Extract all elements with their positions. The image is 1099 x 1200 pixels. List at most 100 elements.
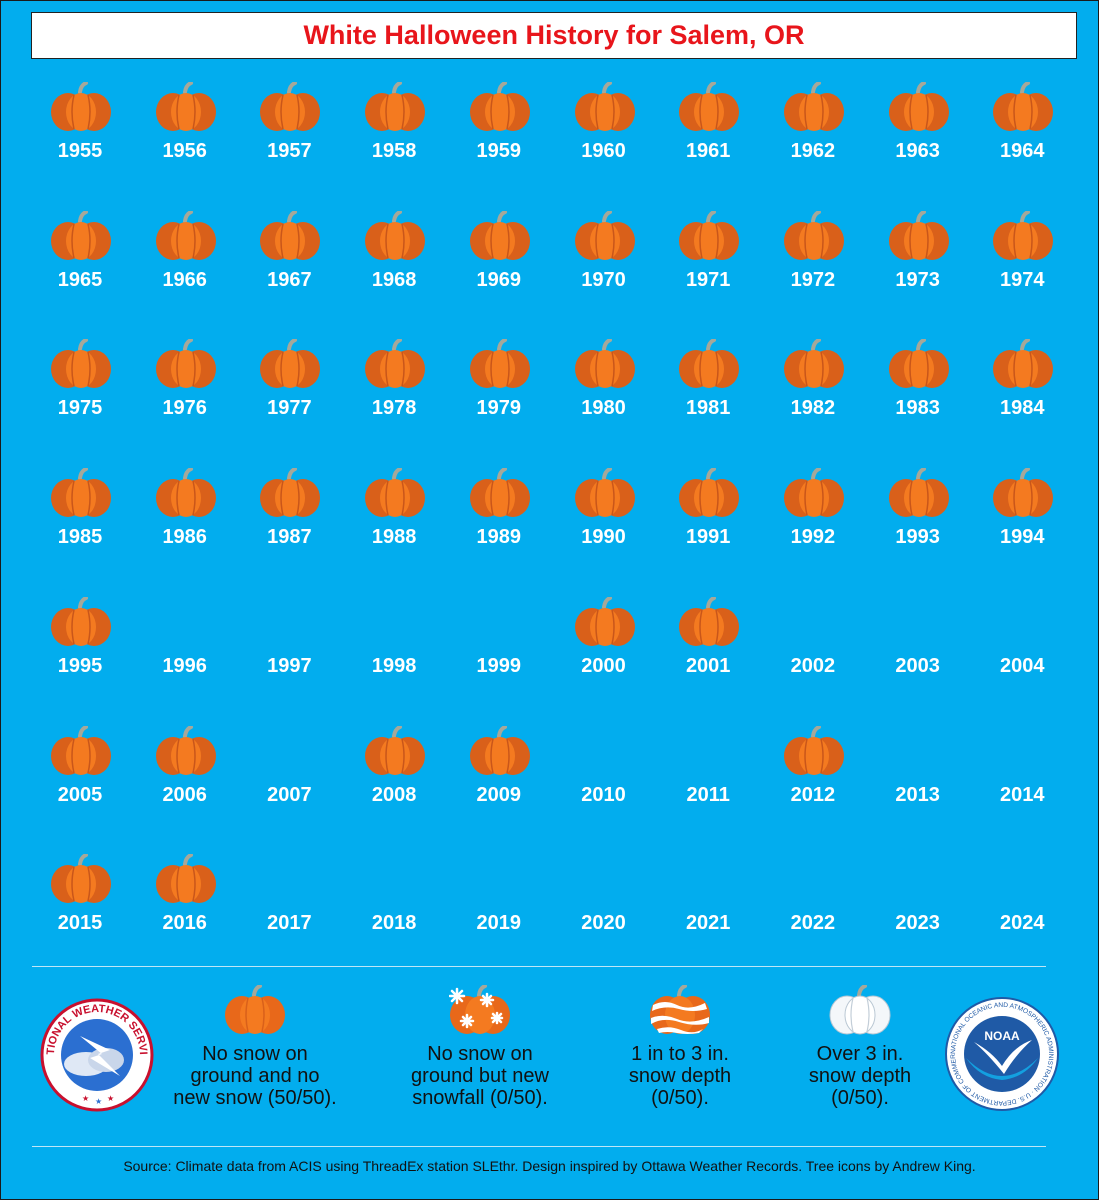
legend-over-3-inches-label: Over 3 in. snow depth (0/50). — [808, 1043, 912, 1109]
year-cell: 1995 — [28, 591, 132, 719]
pumpkin-icon — [364, 209, 426, 261]
pumpkin-icon — [50, 338, 112, 389]
year-label: 1992 — [790, 526, 836, 549]
year-label: 1982 — [790, 397, 836, 420]
pumpkin-icon — [678, 595, 740, 647]
year-cell: 1972 — [761, 205, 865, 333]
svg-text:★: ★ — [107, 1094, 114, 1103]
year-label: 2009 — [476, 783, 522, 806]
year-label: 1955 — [57, 140, 103, 162]
year-label: 1994 — [1000, 526, 1045, 549]
year-label: 1990 — [581, 526, 626, 549]
year-cell: 1971 — [656, 205, 760, 333]
white-pumpkin-icon — [829, 985, 891, 1035]
pumpkin-icon — [992, 467, 1054, 518]
year-cell: 1985 — [28, 462, 132, 590]
pumpkin-icon — [50, 595, 112, 647]
year-cell: 1961 — [656, 76, 760, 204]
year-cell: 2023 — [866, 848, 970, 976]
year-cell: 1990 — [552, 462, 656, 590]
year-cell: 2001 — [656, 591, 760, 719]
year-label: 1966 — [162, 268, 207, 291]
year-label: 1977 — [267, 397, 312, 420]
top-divider — [32, 966, 1046, 967]
pumpkin-icon — [783, 724, 845, 776]
pumpkin-icon — [469, 724, 531, 776]
year-cell: 1962 — [761, 76, 865, 204]
year-label: 2003 — [895, 654, 940, 677]
year-label: 1987 — [267, 526, 312, 549]
year-label: 1991 — [685, 526, 731, 549]
year-cell: 2015 — [28, 848, 132, 976]
year-cell: 2011 — [656, 720, 760, 848]
year-cell: 2024 — [970, 848, 1074, 976]
year-cell: 1986 — [133, 462, 237, 590]
pumpkin-icon — [678, 81, 740, 132]
year-cell: 1963 — [866, 76, 970, 204]
pumpkin-icon — [364, 724, 426, 776]
striped-snow-pumpkin-icon — [650, 985, 710, 1034]
year-cell: 2022 — [761, 848, 865, 976]
year-label: 1978 — [371, 397, 417, 420]
year-label: 2019 — [476, 912, 522, 935]
pumpkin-icon — [364, 81, 426, 132]
year-label: 2008 — [371, 783, 417, 806]
year-label: 1984 — [1000, 397, 1045, 420]
year-label: 1962 — [790, 140, 836, 162]
pumpkin-icon — [783, 81, 845, 132]
year-cell: 2003 — [866, 591, 970, 719]
pumpkin-icon — [469, 209, 531, 261]
year-cell: 1994 — [970, 462, 1074, 590]
year-cell: 1989 — [447, 462, 551, 590]
year-label: 1974 — [1000, 268, 1045, 291]
year-label: 1960 — [581, 140, 626, 162]
year-label: 2007 — [267, 783, 312, 806]
year-cell: 1987 — [237, 462, 341, 590]
year-cell: 2017 — [237, 848, 341, 976]
year-cell: 1979 — [447, 333, 551, 461]
year-label: 2006 — [162, 783, 207, 806]
year-label: 1972 — [790, 268, 836, 291]
pumpkin-icon — [469, 81, 531, 132]
year-label: 2020 — [581, 912, 626, 935]
year-label: 2011 — [686, 783, 730, 806]
year-label: 1995 — [57, 654, 103, 677]
year-cell: 2002 — [761, 591, 865, 719]
year-cell: 2009 — [447, 720, 551, 848]
year-label: 1988 — [371, 526, 417, 549]
year-cell: 2016 — [133, 848, 237, 976]
year-cell: 2008 — [342, 720, 446, 848]
year-label: 2017 — [267, 912, 312, 935]
pumpkin-icon — [574, 209, 636, 261]
year-cell: 1991 — [656, 462, 760, 590]
year-label: 1976 — [162, 397, 207, 420]
pumpkin-icon — [992, 338, 1054, 389]
pumpkin-icon — [259, 209, 321, 261]
source-note: Source: Climate data from ACIS using Thr… — [123, 1158, 976, 1174]
year-label: 1973 — [895, 268, 940, 291]
legend-1-3-inches-label: 1 in to 3 in. snow depth (0/50). — [628, 1043, 732, 1109]
legend-new-snowfall: No snow on ground but new snowfall (0/50… — [375, 985, 585, 1109]
year-cell: 1982 — [761, 333, 865, 461]
year-label: 1959 — [476, 140, 522, 162]
year-cell: 1959 — [447, 76, 551, 204]
year-cell: 1999 — [447, 591, 551, 719]
year-cell: 1998 — [342, 591, 446, 719]
year-label: 1958 — [371, 140, 417, 162]
year-cell: 1956 — [133, 76, 237, 204]
year-label: 2021 — [685, 912, 731, 935]
year-cell: 2018 — [342, 848, 446, 976]
pumpkin-icon — [888, 338, 950, 389]
year-label: 2001 — [685, 654, 731, 677]
year-label: 2022 — [790, 912, 836, 935]
year-cell: 1975 — [28, 333, 132, 461]
year-cell: 2000 — [552, 591, 656, 719]
year-label: 1996 — [162, 654, 207, 677]
year-label: 2005 — [57, 783, 103, 806]
year-label: 1986 — [162, 526, 207, 549]
pumpkin-icon — [155, 724, 217, 776]
legend-no-snow-label: No snow on ground and no new snow (50/50… — [173, 1043, 337, 1109]
noaa-text: NOAA — [984, 1029, 1020, 1043]
svg-text:★: ★ — [82, 1094, 89, 1103]
pumpkin-icon — [259, 338, 321, 389]
